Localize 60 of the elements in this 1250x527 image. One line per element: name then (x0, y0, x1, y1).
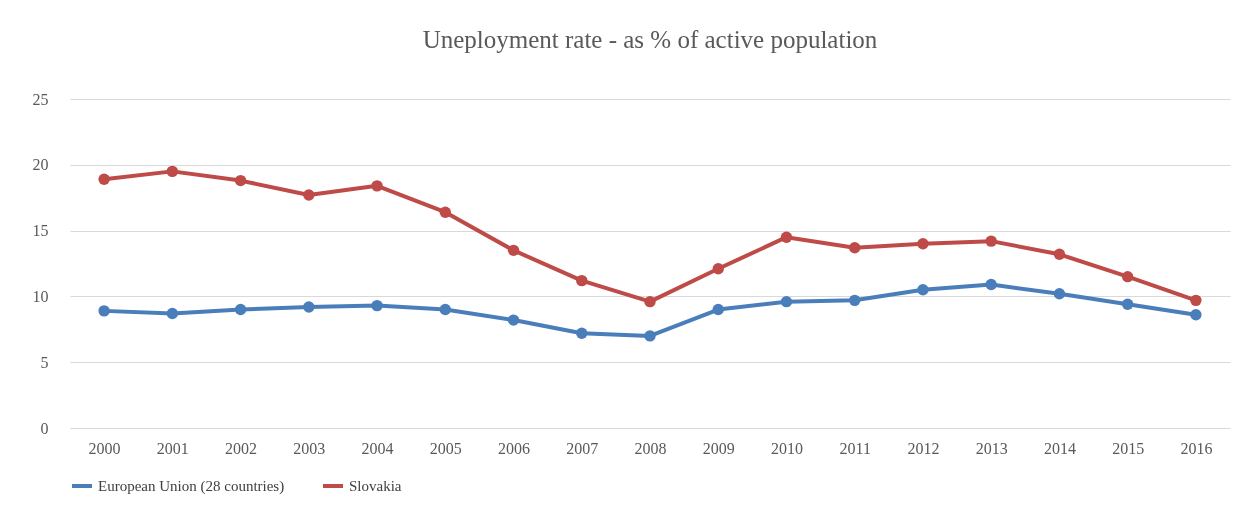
point (576, 274, 588, 287)
point (439, 303, 451, 316)
point (1190, 309, 1202, 321)
x-tick-label: 2013 (975, 439, 1008, 457)
point (644, 330, 656, 342)
x-tick-label: 2000 (88, 439, 121, 457)
x-tick-label: 2009 (702, 439, 735, 457)
point (234, 303, 247, 316)
point (303, 301, 315, 313)
y-tick-label: 25 (32, 90, 49, 108)
point (371, 299, 383, 312)
y-tick-label: 5 (40, 353, 49, 371)
x-tick-label: 2007 (566, 439, 599, 457)
point (1053, 248, 1066, 260)
x-tick-label: 2012 (907, 439, 940, 457)
point (1121, 270, 1134, 283)
point (166, 165, 179, 178)
x-tick-label: 2002 (225, 439, 258, 457)
x-tick-label: 2004 (361, 439, 394, 457)
point (303, 189, 315, 201)
y-tick-label: 15 (32, 222, 49, 240)
point (985, 235, 997, 247)
point (1190, 294, 1202, 307)
x-tick-label: 2003 (293, 439, 326, 457)
legend-label: Slovakia (349, 478, 402, 494)
y-tick-label: 10 (32, 287, 49, 305)
point (439, 206, 451, 218)
point (712, 263, 724, 275)
x-tick-label: 2006 (498, 439, 531, 457)
x-tick-label: 2011 (839, 439, 871, 457)
point (166, 307, 179, 320)
point (780, 295, 793, 308)
point (849, 242, 861, 254)
point (917, 238, 929, 250)
point (507, 244, 520, 257)
point (507, 314, 520, 326)
x-tick-label: 2014 (1043, 439, 1076, 457)
point (98, 305, 110, 317)
chart-title: Uneployment rate - as % of active population (422, 26, 878, 53)
y-tick-label: 20 (32, 156, 49, 174)
x-tick-label: 2001 (156, 439, 189, 457)
point (849, 294, 861, 307)
legend-label: European Union (28 countries) (98, 478, 285, 495)
x-tick-label: 2016 (1180, 439, 1213, 457)
x-tick-label: 2010 (770, 439, 803, 457)
x-tick-label: 2015 (1112, 439, 1145, 457)
point (1121, 298, 1134, 310)
point (576, 327, 588, 339)
point (644, 295, 656, 308)
point (98, 173, 110, 185)
point (1053, 288, 1066, 300)
point (917, 284, 929, 296)
point (234, 174, 247, 187)
point (371, 180, 383, 192)
x-tick-label: 2008 (634, 439, 667, 457)
point (712, 303, 724, 316)
point (780, 231, 793, 243)
y-tick-label: 0 (40, 419, 49, 437)
point (985, 278, 997, 291)
x-tick-label: 2005 (429, 439, 462, 457)
